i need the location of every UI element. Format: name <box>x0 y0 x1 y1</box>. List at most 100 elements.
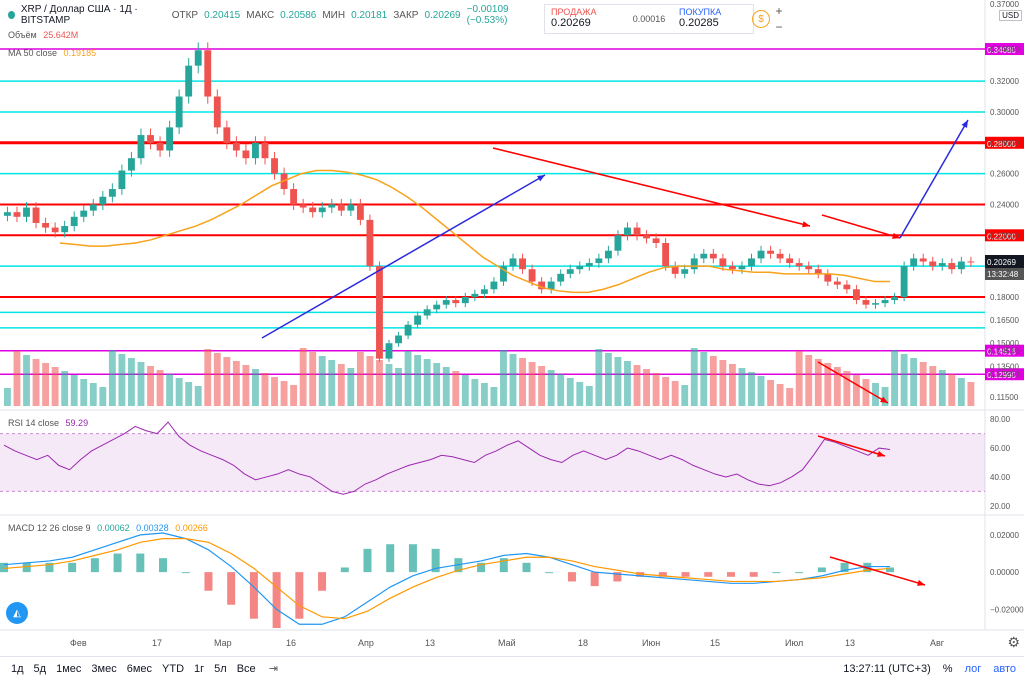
volume-bar <box>891 350 899 406</box>
buy-button[interactable]: ПОКУПКА 0.20285 <box>673 5 753 33</box>
sell-label: ПРОДАЖА <box>551 7 597 17</box>
last-price-label: 0.20269 <box>987 258 1016 267</box>
price-tick-label: 0.26000 <box>990 170 1019 179</box>
volume-bar <box>509 354 517 406</box>
rsi-tick-label: 20.00 <box>990 502 1011 511</box>
volume-bar <box>700 352 708 406</box>
volume-bar <box>595 349 603 406</box>
time-tick-label: 13 <box>845 638 855 648</box>
symbol-title[interactable]: XRP / Доллар США · 1Д · BITSTAMP <box>20 4 138 26</box>
ma-label: MA 50 close <box>8 48 58 58</box>
volume-bar <box>204 349 212 406</box>
dollar-icon[interactable]: $ <box>752 10 770 28</box>
volume-bar <box>652 373 660 406</box>
signal-line <box>3 538 891 620</box>
macd-legend: MACD 12 26 close 9 0.00062 0.00328 0.002… <box>8 523 208 533</box>
timeframe-6[interactable]: 1г <box>194 662 205 675</box>
volume-bar <box>128 358 135 406</box>
percent-toggle[interactable]: % <box>942 662 953 675</box>
volume-bar <box>795 351 803 406</box>
volume-bar <box>814 359 822 406</box>
candle-body <box>318 207 326 213</box>
timeframe-2[interactable]: 1мес <box>56 662 82 675</box>
clock-time[interactable]: 13:27:11 (UTC+3) <box>843 662 931 675</box>
timeframe-7[interactable]: 5л <box>214 662 227 675</box>
level-price-tag <box>985 229 1024 242</box>
volume-bar <box>309 352 317 406</box>
macd-histogram-bar <box>22 562 31 573</box>
timeframe-1[interactable]: 5д <box>33 662 47 675</box>
volume-bar <box>757 376 765 406</box>
candle-body <box>376 266 383 359</box>
candle-body <box>805 266 813 270</box>
volume-bar <box>557 374 565 406</box>
volume-bar <box>223 357 231 406</box>
candle-body <box>728 266 736 270</box>
volume-bar <box>872 383 879 406</box>
volume-bar <box>261 373 269 406</box>
volume-label: Объём <box>8 30 37 40</box>
candle-body <box>833 281 841 285</box>
macd-histogram-bar <box>545 572 554 574</box>
chart-canvas[interactable]: 0.34080 0.28000 0.22000 0.14516 0.12990 0.370… <box>0 0 1024 656</box>
trade-panel: ПРОДАЖА 0.20269 0.00016 ПОКУПКА 0.20285 <box>544 4 754 34</box>
volume-bar <box>604 353 612 406</box>
timeframe-0[interactable]: 1д <box>11 662 24 675</box>
candle-body <box>242 150 250 159</box>
currency-badge[interactable]: USD <box>999 10 1022 21</box>
volume-bar <box>900 354 908 406</box>
candle-body <box>414 315 422 325</box>
candle-body <box>690 258 698 270</box>
candle-body <box>223 127 231 143</box>
logo-icon[interactable]: ◭ <box>6 602 28 624</box>
candle-body <box>328 204 336 208</box>
timeframe-5[interactable]: YTD <box>162 662 185 675</box>
price-tick-label: 0.12990 <box>990 370 1019 379</box>
macd-histogram-bar <box>113 553 122 573</box>
log-toggle[interactable]: лог <box>964 662 982 675</box>
macd-histogram-bar <box>681 572 690 577</box>
trend-arrow-projection-head <box>961 120 968 128</box>
volume-bar <box>690 348 698 406</box>
volume-bar <box>366 356 374 406</box>
time-tick-label: Апр <box>358 638 374 648</box>
sell-button[interactable]: ПРОДАЖА 0.20269 <box>545 5 625 33</box>
volume-trend-arrow-head <box>880 396 888 403</box>
volume-bar <box>748 372 755 406</box>
macd-histogram-bar <box>590 572 599 587</box>
volume-bar <box>299 348 307 406</box>
macd-histogram-bar <box>227 572 236 605</box>
macd-histogram-bar <box>431 548 440 573</box>
auto-toggle[interactable]: авто <box>993 662 1016 675</box>
volume-bar <box>500 350 507 406</box>
macd-histogram-bar <box>567 572 576 582</box>
volume-bar <box>681 385 689 406</box>
zoom-out-icon[interactable]: − <box>775 20 783 34</box>
candle-body <box>957 261 965 270</box>
macd-tick-label: −0.02000 <box>990 605 1024 614</box>
ma50-line <box>59 169 890 294</box>
timeframe-8[interactable]: Все <box>236 662 256 675</box>
date-range-icon[interactable]: ⇥ <box>268 663 278 675</box>
timeframe-4[interactable]: 6мес <box>126 662 153 675</box>
ma-legend: MA 50 close 0.19185 <box>8 48 96 58</box>
candle-body <box>614 235 622 251</box>
price-tick-label: 0.32000 <box>990 77 1019 86</box>
settings-gear-icon[interactable]: ⚙ <box>1007 634 1020 650</box>
candle-body <box>862 300 870 305</box>
volume-bar <box>471 379 479 406</box>
level-price-label: 0.34080 <box>987 46 1016 55</box>
candle-body <box>433 304 441 310</box>
candle-body <box>309 207 317 213</box>
zoom-in-icon[interactable]: + <box>775 4 783 18</box>
volume-bar <box>433 363 441 406</box>
timeframe-3[interactable]: 3мес <box>91 662 117 675</box>
volume-bar <box>232 361 240 406</box>
price-tick-label: 0.37000 <box>990 0 1019 9</box>
candle-body <box>61 226 69 233</box>
macd-histogram-bar <box>886 567 894 573</box>
candle-body <box>795 263 803 267</box>
volume-bar <box>4 388 11 406</box>
bottom-toolbar: 1д 5д 1мес 3мес 6мес YTD 1г 5л Все ⇥ 13:27:11 (U… <box>0 656 1024 680</box>
